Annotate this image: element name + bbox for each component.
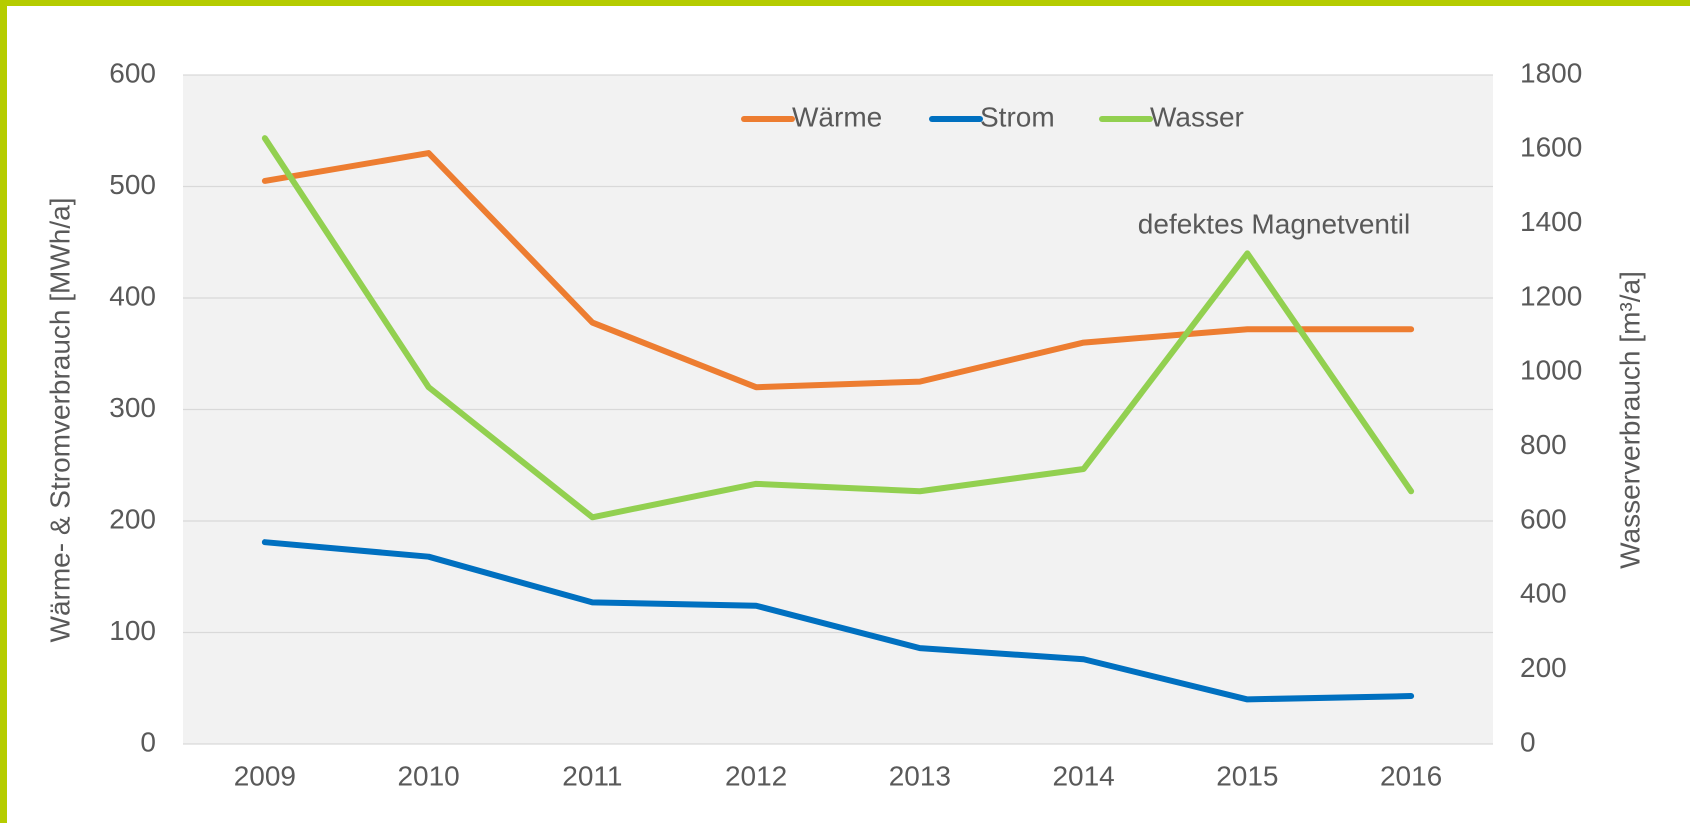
x-tick-label: 2010 xyxy=(397,760,459,791)
y2-tick-label: 1600 xyxy=(1520,132,1582,163)
y2-tick-label: 400 xyxy=(1520,578,1567,609)
series-line xyxy=(261,150,1415,391)
x-tick-label: 2009 xyxy=(234,760,296,791)
y-tick-label: 500 xyxy=(109,169,156,200)
y2-tick-label: 1000 xyxy=(1520,355,1582,386)
y2-tick-label: 200 xyxy=(1520,652,1567,683)
y-tick-label: 600 xyxy=(109,57,156,88)
x-tick-label: 2011 xyxy=(562,760,622,791)
legend-label: Wasser xyxy=(1150,101,1244,132)
legend-label: Strom xyxy=(980,101,1055,132)
x-tick-label: 2013 xyxy=(889,760,951,791)
x-tick-label: 2014 xyxy=(1052,760,1114,791)
y-axis-title: Wärme- & Stromverbrauch [MWh/a] xyxy=(44,198,75,643)
y2-tick-label: 800 xyxy=(1520,429,1567,460)
y2-tick-label: 1200 xyxy=(1520,280,1582,311)
x-tick-label: 2015 xyxy=(1216,760,1278,791)
y2-tick-label: 0 xyxy=(1520,726,1536,757)
x-tick-label: 2012 xyxy=(725,760,787,791)
y2-tick-label: 600 xyxy=(1520,503,1567,534)
y2-axis-title: Wasserverbrauch [m³/a] xyxy=(1614,271,1645,569)
y2-tick-label: 1800 xyxy=(1520,57,1582,88)
y-tick-label: 400 xyxy=(109,280,156,311)
annotation: defektes Magnetventil xyxy=(1138,208,1410,239)
y-tick-label: 0 xyxy=(140,726,156,757)
y2-tick-label: 1400 xyxy=(1520,206,1582,237)
series-line xyxy=(261,539,1415,703)
y-tick-label: 200 xyxy=(109,503,156,534)
series-line xyxy=(261,135,1415,521)
y-tick-label: 300 xyxy=(109,392,156,423)
x-tick-label: 2016 xyxy=(1380,760,1442,791)
y-tick-label: 100 xyxy=(109,615,156,646)
legend-label: Wärme xyxy=(792,101,882,132)
